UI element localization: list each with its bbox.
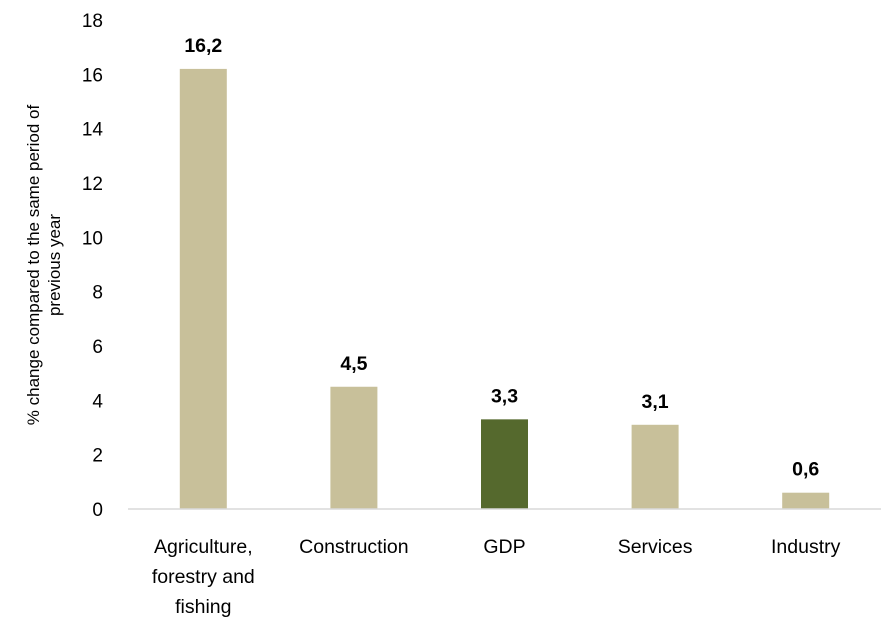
bar xyxy=(481,419,528,509)
data-label: 0,6 xyxy=(792,459,819,481)
y-tick-label: 10 xyxy=(82,228,103,249)
data-labels: 16,2 4,5 3,3 3,1 0,6 xyxy=(184,35,819,481)
bar xyxy=(782,492,830,509)
y-axis-title: % change compared to the same period of p… xyxy=(24,105,64,426)
bars xyxy=(179,68,830,510)
category-label-line: Construction xyxy=(299,536,408,558)
y-tick-label: 16 xyxy=(82,65,103,86)
y-tick-label: 12 xyxy=(82,174,103,195)
y-axis-ticks: 0 2 4 6 8 10 12 14 16 18 xyxy=(82,11,104,521)
category-labels: Agriculture, forestry and fishing Construct… xyxy=(152,536,841,618)
y-axis-title-text: % change compared to the same period of p… xyxy=(24,105,64,426)
category-label-line: forestry and xyxy=(152,566,255,588)
category-label-line: Industry xyxy=(771,536,841,558)
category-label-line: fishing xyxy=(175,596,231,618)
category-label: Agriculture, forestry and fishing xyxy=(152,536,255,618)
category-label: Services xyxy=(618,536,693,558)
y-tick-label: 0 xyxy=(92,500,103,521)
y-tick-label: 6 xyxy=(92,337,103,358)
bar xyxy=(179,68,227,510)
bar xyxy=(330,386,378,509)
bar xyxy=(631,424,679,509)
y-axis-title-line: % change compared to the same period of xyxy=(24,105,43,426)
y-tick-label: 4 xyxy=(92,391,103,412)
y-tick-label: 8 xyxy=(92,283,103,304)
data-label: 3,3 xyxy=(491,385,518,407)
y-tick-label: 18 xyxy=(82,11,103,32)
category-label-line: Agriculture, xyxy=(154,536,253,558)
y-tick-label: 14 xyxy=(82,120,104,141)
y-axis-title-line: previous year xyxy=(45,214,64,316)
category-label: Industry xyxy=(771,536,841,558)
category-label-line: Services xyxy=(618,536,693,558)
category-label: Construction xyxy=(299,536,408,558)
data-label: 3,1 xyxy=(642,391,669,413)
data-label: 4,5 xyxy=(340,353,367,375)
data-label: 16,2 xyxy=(184,35,222,57)
category-label-line: GDP xyxy=(483,536,525,558)
y-tick-label: 2 xyxy=(92,446,103,467)
category-label: GDP xyxy=(483,536,525,558)
